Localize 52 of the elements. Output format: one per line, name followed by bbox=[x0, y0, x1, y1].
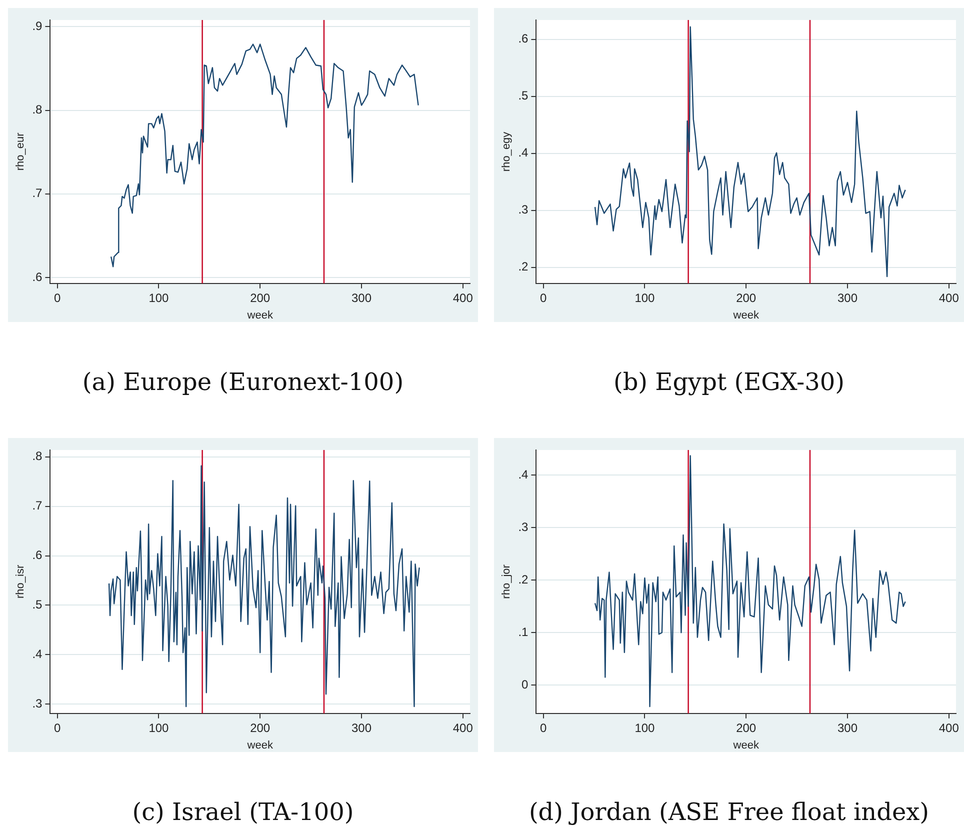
y-axis-title: rho_eur bbox=[14, 132, 27, 171]
y-tick-label: .8 bbox=[32, 102, 43, 117]
x-axis-title: week bbox=[732, 309, 760, 322]
y-tick-label: .9 bbox=[32, 19, 43, 33]
x-tick-label: 200 bbox=[250, 720, 270, 735]
x-axis-title: week bbox=[246, 739, 274, 752]
y-tick-label: .3 bbox=[518, 202, 529, 217]
y-tick-label: .6 bbox=[32, 270, 43, 284]
y-tick-label: .3 bbox=[518, 520, 529, 534]
y-tick-label: 0 bbox=[522, 677, 529, 692]
x-tick-label: 100 bbox=[148, 290, 170, 305]
y-tick-label: .5 bbox=[518, 88, 529, 103]
y-tick-label: .4 bbox=[518, 468, 529, 482]
text: (d) Jordan (ASE Free float index) bbox=[528, 798, 930, 826]
x-tick-label: 400 bbox=[452, 290, 474, 305]
y-tick-label: .6 bbox=[32, 548, 43, 562]
x-tick-label: 0 bbox=[54, 720, 61, 735]
x-tick-label: 400 bbox=[938, 720, 960, 735]
x-tick-label: 300 bbox=[351, 720, 372, 735]
y-tick-label: .4 bbox=[518, 146, 529, 160]
y-tick-label: .8 bbox=[32, 449, 43, 464]
y-tick-label: .7 bbox=[32, 498, 43, 513]
x-tick-label: 400 bbox=[452, 720, 474, 735]
y-axis-title: rho_jor bbox=[500, 564, 513, 599]
y-axis-title: rho_egy bbox=[500, 131, 513, 172]
y-tick-label: .1 bbox=[518, 624, 529, 639]
x-tick-label: 0 bbox=[540, 720, 547, 735]
text: (a) Europe (Euronext-100) bbox=[81, 368, 405, 396]
y-tick-label: .4 bbox=[32, 646, 43, 661]
x-tick-label: 100 bbox=[634, 290, 656, 305]
y-tick-label: .5 bbox=[32, 597, 43, 612]
y-tick-label: .2 bbox=[518, 572, 529, 586]
y-tick-label: .2 bbox=[518, 260, 529, 274]
y-axis-title: rho_isr bbox=[14, 564, 27, 599]
text: (c) Israel (TA-100) bbox=[131, 798, 355, 826]
x-axis-title: week bbox=[732, 739, 760, 752]
x-tick-label: 100 bbox=[148, 720, 170, 735]
y-tick-label: .3 bbox=[32, 696, 43, 710]
x-tick-label: 200 bbox=[736, 290, 756, 305]
x-tick-label: 200 bbox=[250, 290, 270, 305]
x-tick-label: 300 bbox=[837, 290, 858, 305]
x-tick-label: 300 bbox=[351, 290, 372, 305]
y-tick-label: .7 bbox=[32, 186, 43, 200]
x-tick-label: 300 bbox=[837, 720, 858, 735]
x-tick-label: 0 bbox=[540, 290, 547, 305]
x-tick-label: 100 bbox=[634, 720, 656, 735]
x-tick-label: 200 bbox=[736, 720, 756, 735]
x-tick-label: 400 bbox=[938, 290, 960, 305]
y-tick-label: .6 bbox=[518, 32, 529, 46]
x-tick-label: 0 bbox=[54, 290, 61, 305]
x-axis-title: week bbox=[246, 309, 274, 322]
text: (b) Egypt (EGX-30) bbox=[612, 368, 846, 396]
